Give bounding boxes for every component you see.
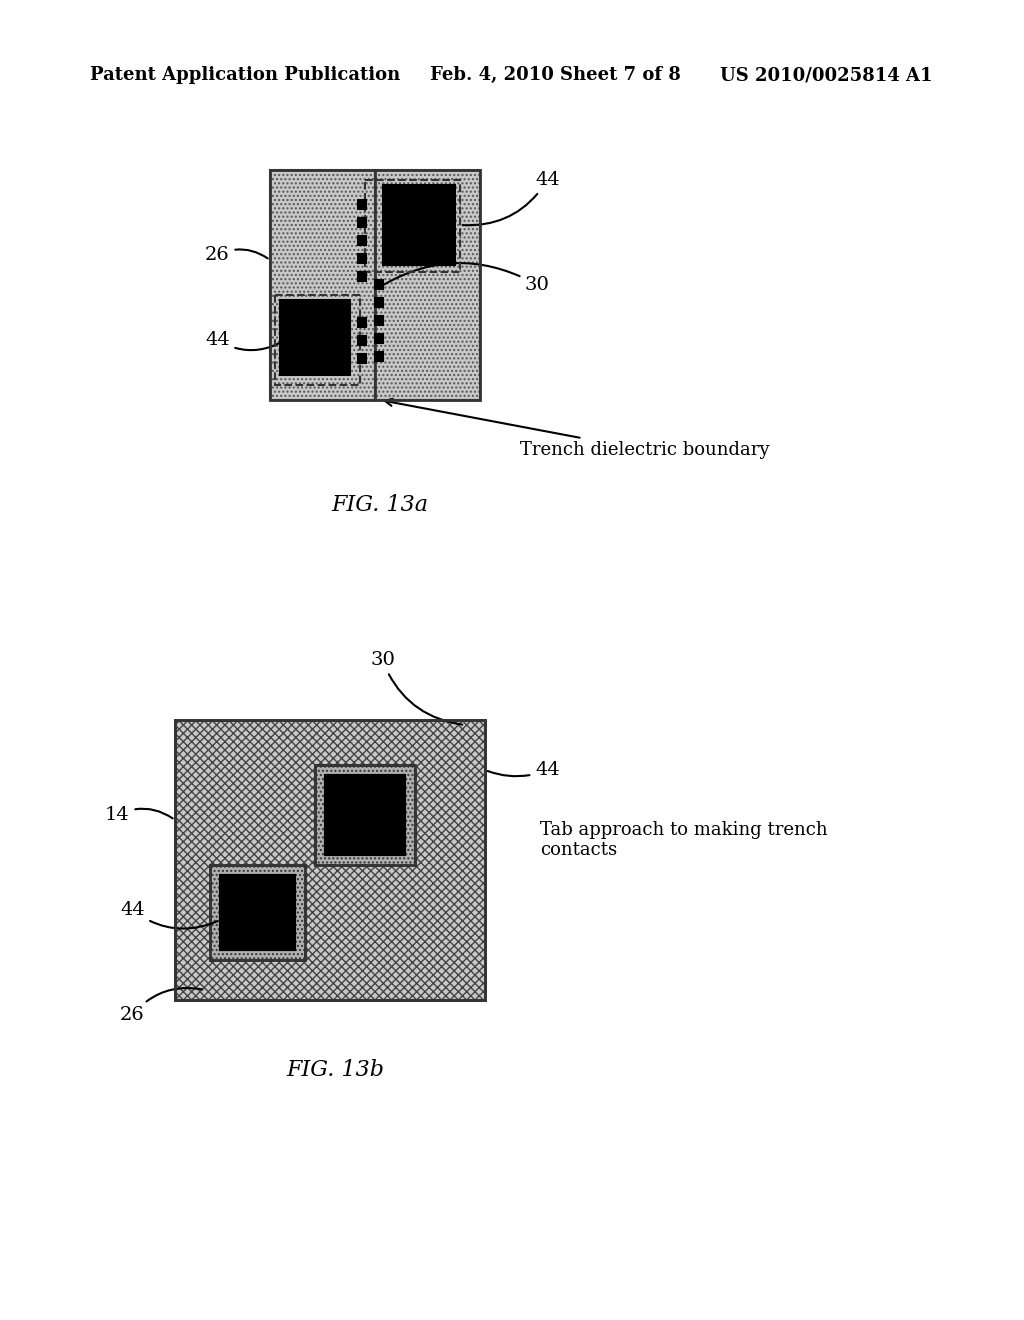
Bar: [175, 719, 485, 1001]
Bar: [358, 272, 366, 281]
Text: Trench dielectric boundary: Trench dielectric boundary: [385, 399, 769, 459]
Text: Patent Application Publication: Patent Application Publication: [90, 66, 400, 84]
Bar: [280, 300, 350, 375]
Bar: [270, 170, 480, 400]
Bar: [375, 315, 383, 325]
Bar: [383, 185, 455, 265]
Bar: [358, 201, 366, 209]
Bar: [358, 337, 366, 345]
Text: 26: 26: [205, 246, 267, 264]
Bar: [220, 875, 295, 950]
Text: 26: 26: [120, 989, 203, 1024]
Bar: [315, 766, 415, 865]
Bar: [375, 298, 383, 308]
Bar: [325, 775, 406, 855]
Text: US 2010/0025814 A1: US 2010/0025814 A1: [720, 66, 933, 84]
Bar: [175, 719, 485, 1001]
Bar: [358, 253, 366, 263]
Bar: [358, 218, 366, 227]
Text: 30: 30: [378, 263, 550, 294]
Bar: [270, 170, 375, 400]
Bar: [358, 354, 366, 363]
Bar: [210, 865, 305, 960]
Text: 14: 14: [105, 807, 173, 824]
Text: Sheet 7 of 8: Sheet 7 of 8: [560, 66, 681, 84]
Text: 30: 30: [370, 651, 462, 725]
Text: Feb. 4, 2010: Feb. 4, 2010: [430, 66, 554, 84]
Bar: [358, 236, 366, 246]
Bar: [275, 294, 360, 385]
Text: 44: 44: [205, 331, 283, 350]
Bar: [220, 875, 295, 950]
Text: 44: 44: [463, 172, 560, 226]
Bar: [210, 865, 305, 960]
Bar: [315, 766, 415, 865]
Text: 44: 44: [487, 762, 560, 779]
Bar: [375, 280, 383, 289]
Bar: [365, 180, 460, 272]
Bar: [325, 775, 406, 855]
Text: 44: 44: [120, 902, 217, 928]
Text: Tab approach to making trench
contacts: Tab approach to making trench contacts: [540, 821, 827, 859]
Text: FIG. 13a: FIG. 13a: [332, 494, 428, 516]
Text: FIG. 13b: FIG. 13b: [286, 1059, 384, 1081]
Bar: [358, 318, 366, 327]
Bar: [375, 170, 480, 400]
Bar: [375, 334, 383, 343]
Bar: [375, 352, 383, 360]
